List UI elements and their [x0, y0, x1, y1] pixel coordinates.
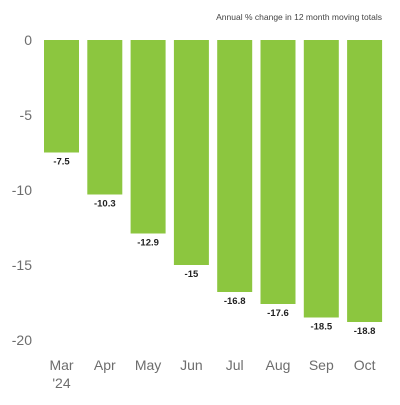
- bar: [130, 40, 166, 234]
- x-tick-label: Apr: [94, 357, 116, 373]
- bar-value-label: -15: [185, 269, 199, 280]
- y-tick-label: 0: [24, 32, 32, 48]
- bar-value-label: -12.9: [137, 238, 159, 249]
- y-tick-label: -10: [12, 182, 32, 198]
- x-tick-label: May: [135, 357, 161, 373]
- bar: [44, 40, 79, 153]
- x-tick-label: Mar: [49, 357, 73, 373]
- bar: [87, 40, 123, 195]
- x-tick-label: Oct: [354, 357, 376, 373]
- x-tick-label: Sep: [309, 357, 334, 373]
- data-labels: -7.5 -10.3 -12.9 -15 -16.8 -17.6 -18.5 -18.8: [53, 157, 375, 338]
- bar-value-label: -17.6: [267, 308, 289, 319]
- bar: [347, 40, 383, 322]
- bar: [173, 40, 209, 265]
- bars: [44, 40, 383, 322]
- bar-value-label: -10.3: [94, 199, 116, 210]
- y-tick-label: -5: [20, 107, 33, 123]
- bar-value-label: -7.5: [53, 157, 70, 168]
- y-axis-ticks: 0 -5 -10 -15 -20: [12, 32, 32, 348]
- x-tick-label: Jul: [226, 357, 244, 373]
- bar: [303, 40, 339, 318]
- bar-value-label: -16.8: [224, 296, 246, 307]
- bar-value-label: -18.5: [310, 322, 332, 333]
- bar-value-label: -18.8: [354, 326, 376, 337]
- x-tick-label: Aug: [266, 357, 291, 373]
- x-tick-sublabel: '24: [52, 375, 70, 391]
- chart-subtitle: Annual % change in 12 month moving total…: [216, 12, 382, 22]
- bar: [217, 40, 253, 292]
- x-axis-labels: Mar '24 Apr May Jun Jul Aug Sep Oct: [49, 357, 375, 391]
- x-tick-label: Jun: [180, 357, 203, 373]
- bar: [260, 40, 296, 304]
- y-tick-label: -20: [12, 332, 32, 348]
- y-tick-label: -15: [12, 257, 32, 273]
